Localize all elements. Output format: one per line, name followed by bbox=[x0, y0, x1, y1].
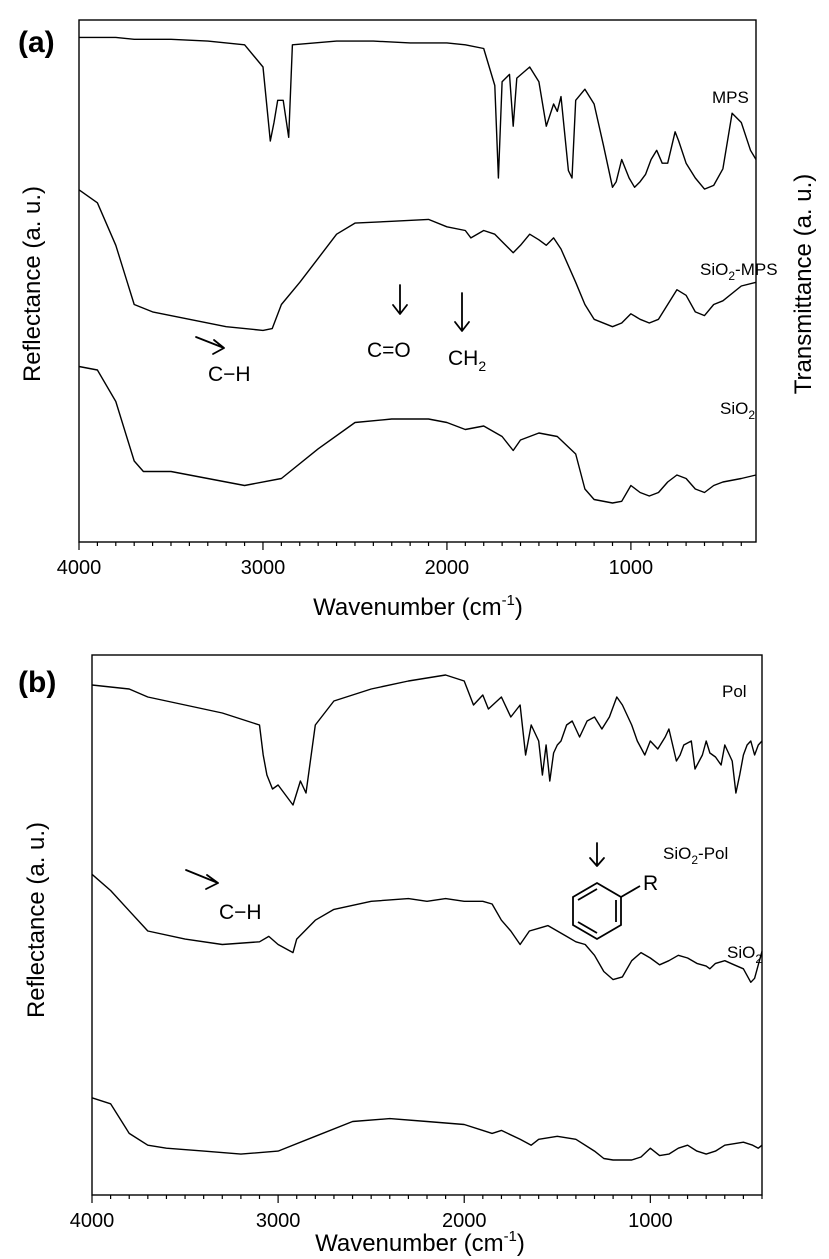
x-tick-label: 2000 bbox=[442, 1210, 487, 1232]
arrow-icon bbox=[589, 842, 605, 867]
annotation-text: C−H bbox=[219, 901, 262, 924]
panel-b-annotation-ch: C−H bbox=[185, 869, 262, 924]
series-line-pol bbox=[91, 674, 763, 806]
series-line-sio2 bbox=[91, 1097, 763, 1161]
series-label: SiO2-Pol bbox=[663, 844, 728, 867]
series-label: SiO2 bbox=[727, 943, 762, 966]
panel-a-x-axis-title: Wavenumber (cm-1) bbox=[313, 592, 523, 621]
panel-a: (a) 4000 3000 2000 1000 MPS SiO2-MPS SiO2 C−H… bbox=[18, 19, 817, 621]
panel-a-series bbox=[78, 36, 757, 504]
panel-b-annotation-phenyl: R bbox=[572, 842, 658, 941]
panel-a-annotation-co: C=O bbox=[367, 284, 411, 362]
panel-a-plot-frame bbox=[78, 19, 757, 543]
series-line-sio2-mps bbox=[78, 189, 757, 332]
x-tick-label: 3000 bbox=[256, 1210, 301, 1232]
panel-a-series-labels: MPS SiO2-MPS SiO2 bbox=[700, 88, 778, 422]
series-label: Pol bbox=[722, 682, 747, 701]
x-tick-label: 1000 bbox=[628, 1210, 673, 1232]
panel-b-label: (b) bbox=[18, 666, 56, 699]
x-tick-label: 1000 bbox=[609, 557, 654, 579]
annotation-text: CH2 bbox=[448, 347, 486, 374]
series-line-mps bbox=[79, 36, 757, 190]
annotation-text: R bbox=[643, 872, 658, 895]
panel-b: (b) 4000 3000 2000 1000 Pol SiO2-Pol SiO2 C−H… bbox=[18, 654, 763, 1257]
panel-a-annotation-ch2: CH2 bbox=[448, 292, 486, 374]
panel-b-x-tick-labels: 4000 3000 2000 1000 bbox=[70, 1210, 673, 1232]
benzene-ring-icon bbox=[572, 881, 641, 941]
panel-b-series-labels: Pol SiO2-Pol SiO2 bbox=[663, 682, 762, 966]
series-label: SiO2-MPS bbox=[700, 260, 778, 283]
panel-b-plot-frame bbox=[91, 654, 763, 1196]
series-label: MPS bbox=[712, 88, 749, 107]
annotation-text: C=O bbox=[367, 339, 411, 362]
arrow-icon bbox=[195, 336, 225, 355]
panel-b-series bbox=[91, 674, 763, 1161]
annotation-text: C−H bbox=[208, 363, 251, 386]
arrow-icon bbox=[392, 284, 408, 315]
panel-a-x-ticks bbox=[78, 542, 742, 550]
panel-a-annotation-ch: C−H bbox=[195, 336, 251, 386]
panel-a-y2-axis-title: Transmittance (a. u.) bbox=[790, 174, 817, 395]
x-tick-label: 3000 bbox=[241, 557, 286, 579]
arrow-icon bbox=[185, 869, 219, 890]
x-tick-label: 2000 bbox=[425, 557, 470, 579]
series-line-sio2 bbox=[78, 365, 757, 504]
panel-a-y-axis-title: Reflectance (a. u.) bbox=[19, 186, 46, 382]
x-tick-label: 4000 bbox=[57, 557, 102, 579]
panel-b-y-axis-title: Reflectance (a. u.) bbox=[23, 822, 50, 1018]
series-line-sio2-pol bbox=[91, 873, 763, 983]
arrow-icon bbox=[454, 292, 470, 332]
panel-b-x-axis-title: Wavenumber (cm-1) bbox=[315, 1228, 525, 1257]
x-tick-label: 4000 bbox=[70, 1210, 115, 1232]
panel-b-x-ticks bbox=[91, 1195, 763, 1203]
panel-a-label: (a) bbox=[18, 26, 55, 59]
panel-a-x-tick-labels: 4000 3000 2000 1000 bbox=[57, 557, 653, 579]
series-label: SiO2 bbox=[720, 399, 755, 422]
